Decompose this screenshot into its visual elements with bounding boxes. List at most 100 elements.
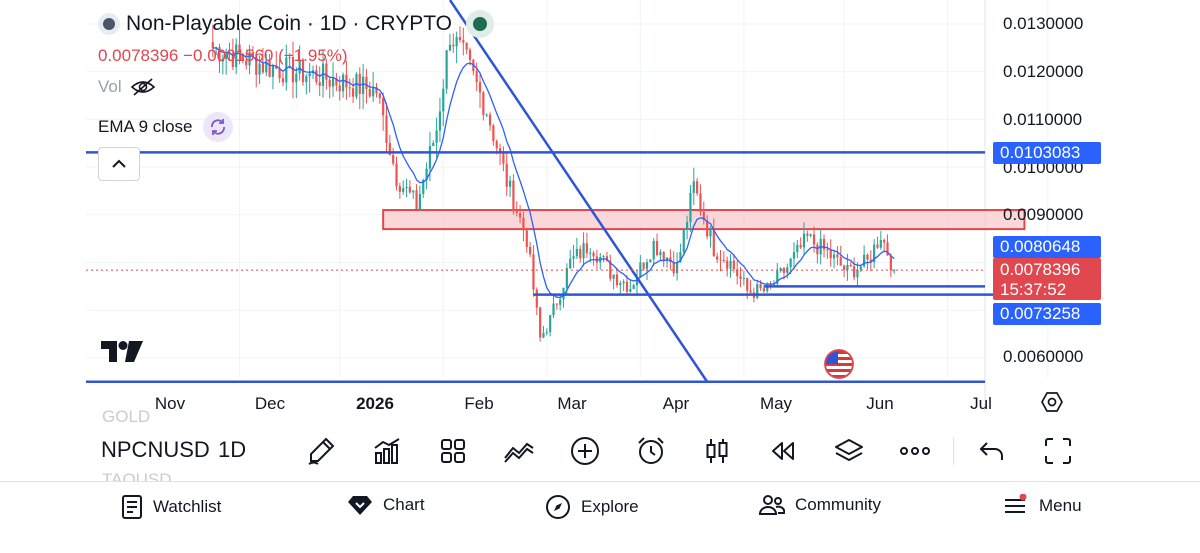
- candle-body: [585, 243, 588, 254]
- candle-body: [331, 78, 335, 87]
- indicators-button[interactable]: [370, 434, 404, 468]
- add-button[interactable]: [568, 434, 602, 468]
- collapse-legend-button[interactable]: [98, 147, 140, 181]
- candle-body: [392, 154, 395, 164]
- candle-body: [615, 274, 619, 286]
- candle-body: [619, 283, 622, 286]
- candle-body: [425, 168, 428, 180]
- candle-body: [675, 262, 679, 274]
- interval-selector[interactable]: 1D: [218, 437, 247, 462]
- candle-body: [488, 114, 492, 126]
- candle-body: [799, 244, 802, 248]
- nav-menu[interactable]: Menu: [1003, 494, 1082, 518]
- nav-chart[interactable]: Chart: [347, 494, 425, 516]
- nav-watchlist[interactable]: Watchlist: [121, 494, 221, 520]
- downtrend-line[interactable]: [448, 0, 709, 383]
- candle-body: [545, 332, 548, 334]
- candle-body: [759, 284, 762, 289]
- candle-body: [218, 47, 221, 62]
- candle-body: [575, 248, 578, 257]
- candle-body: [655, 240, 659, 256]
- candle-body: [689, 192, 692, 223]
- ema-value-tag: 0.0080648: [993, 236, 1101, 258]
- time-axis-label: Nov: [154, 394, 186, 413]
- candle-body: [625, 281, 629, 292]
- candle-body: [742, 278, 745, 280]
- candle-body: [699, 193, 702, 212]
- candle-body: [645, 262, 649, 269]
- replay-button[interactable]: [766, 434, 800, 468]
- nav-community[interactable]: Community: [759, 494, 881, 516]
- symbol-legend[interactable]: Non-Playable Coin · 1D · CRYPTO: [98, 10, 495, 38]
- alert-button[interactable]: [634, 434, 668, 468]
- nav-explore[interactable]: Explore: [545, 494, 639, 520]
- object-tree-button[interactable]: [832, 434, 866, 468]
- more-button[interactable]: [898, 434, 932, 468]
- candle-body: [358, 73, 361, 94]
- candle-body: [405, 186, 408, 189]
- candle-body: [412, 190, 415, 193]
- volume-legend[interactable]: Vol: [98, 77, 156, 97]
- time-axis-label: May: [759, 394, 793, 413]
- candle-body: [238, 44, 241, 55]
- candle-body: [519, 213, 522, 218]
- time-axis-label: Jun: [866, 394, 894, 413]
- candle-body: [796, 244, 799, 253]
- bar-countdown: 15:37:52: [1000, 280, 1067, 299]
- candle-body: [415, 190, 418, 210]
- time-axis-label: Mar: [557, 394, 587, 413]
- price-chart[interactable]: [0, 0, 1200, 413]
- ema-legend[interactable]: EMA 9 close: [98, 112, 233, 142]
- candle-body: [702, 211, 705, 221]
- draw-tool-button[interactable]: [304, 434, 338, 468]
- symbol-selector[interactable]: NPCNUSD: [101, 437, 210, 462]
- candle-body: [856, 269, 859, 278]
- chart-type-button[interactable]: [700, 434, 734, 468]
- compare-button[interactable]: [502, 434, 536, 468]
- candle-body: [696, 181, 699, 194]
- candle-body: [579, 248, 582, 259]
- layouts-button[interactable]: [436, 434, 470, 468]
- nav-menu-label: Menu: [1039, 496, 1082, 515]
- layers-icon: [835, 439, 863, 461]
- candle-body: [719, 259, 722, 261]
- candle-body: [261, 63, 265, 73]
- candle-body: [792, 252, 796, 259]
- candle-body: [539, 307, 542, 338]
- market-status-icon[interactable]: [466, 10, 495, 38]
- candle-body: [776, 270, 779, 284]
- candle-body: [873, 244, 876, 263]
- candle-body: [388, 142, 391, 155]
- chart-area[interactable]: Non-Playable Coin · 1D · CRYPTO 0.007839…: [0, 0, 1200, 413]
- candle-body: [542, 332, 545, 338]
- refresh-icon[interactable]: [202, 112, 233, 142]
- us-flag-icon[interactable]: [824, 349, 854, 379]
- candle-body: [275, 65, 278, 69]
- candle-body: [228, 53, 231, 55]
- candle-body: [295, 73, 298, 83]
- undo-button[interactable]: [975, 434, 1009, 468]
- candle-body: [285, 57, 288, 83]
- fullscreen-button[interactable]: [1041, 434, 1075, 468]
- plus-circle-icon: [571, 437, 599, 465]
- candle-body: [886, 242, 889, 256]
- rewind-icon: [772, 442, 794, 460]
- chart-settings-icon[interactable]: [1041, 391, 1063, 413]
- candles-layer: [211, 24, 896, 342]
- candle-body: [271, 65, 275, 77]
- trendline-layer[interactable]: [86, 0, 1018, 383]
- candle-body: [642, 262, 645, 269]
- candle-body: [552, 303, 555, 315]
- candle-body: [382, 98, 385, 116]
- candle-body: [812, 234, 816, 245]
- current-price-tag: 0.0078396 15:37:52: [993, 258, 1101, 300]
- support-level-tag: 0.0073258: [993, 303, 1101, 325]
- candle-body: [492, 125, 495, 141]
- time-axis-label: Apr: [662, 394, 690, 413]
- chart-toolbar: GOLD TAOUSD: [0, 407, 1200, 489]
- eye-hidden-icon[interactable]: [130, 77, 156, 97]
- candle-body: [452, 44, 455, 47]
- candle-body: [231, 53, 234, 68]
- candle-body: [365, 76, 368, 90]
- candle-body: [335, 78, 338, 86]
